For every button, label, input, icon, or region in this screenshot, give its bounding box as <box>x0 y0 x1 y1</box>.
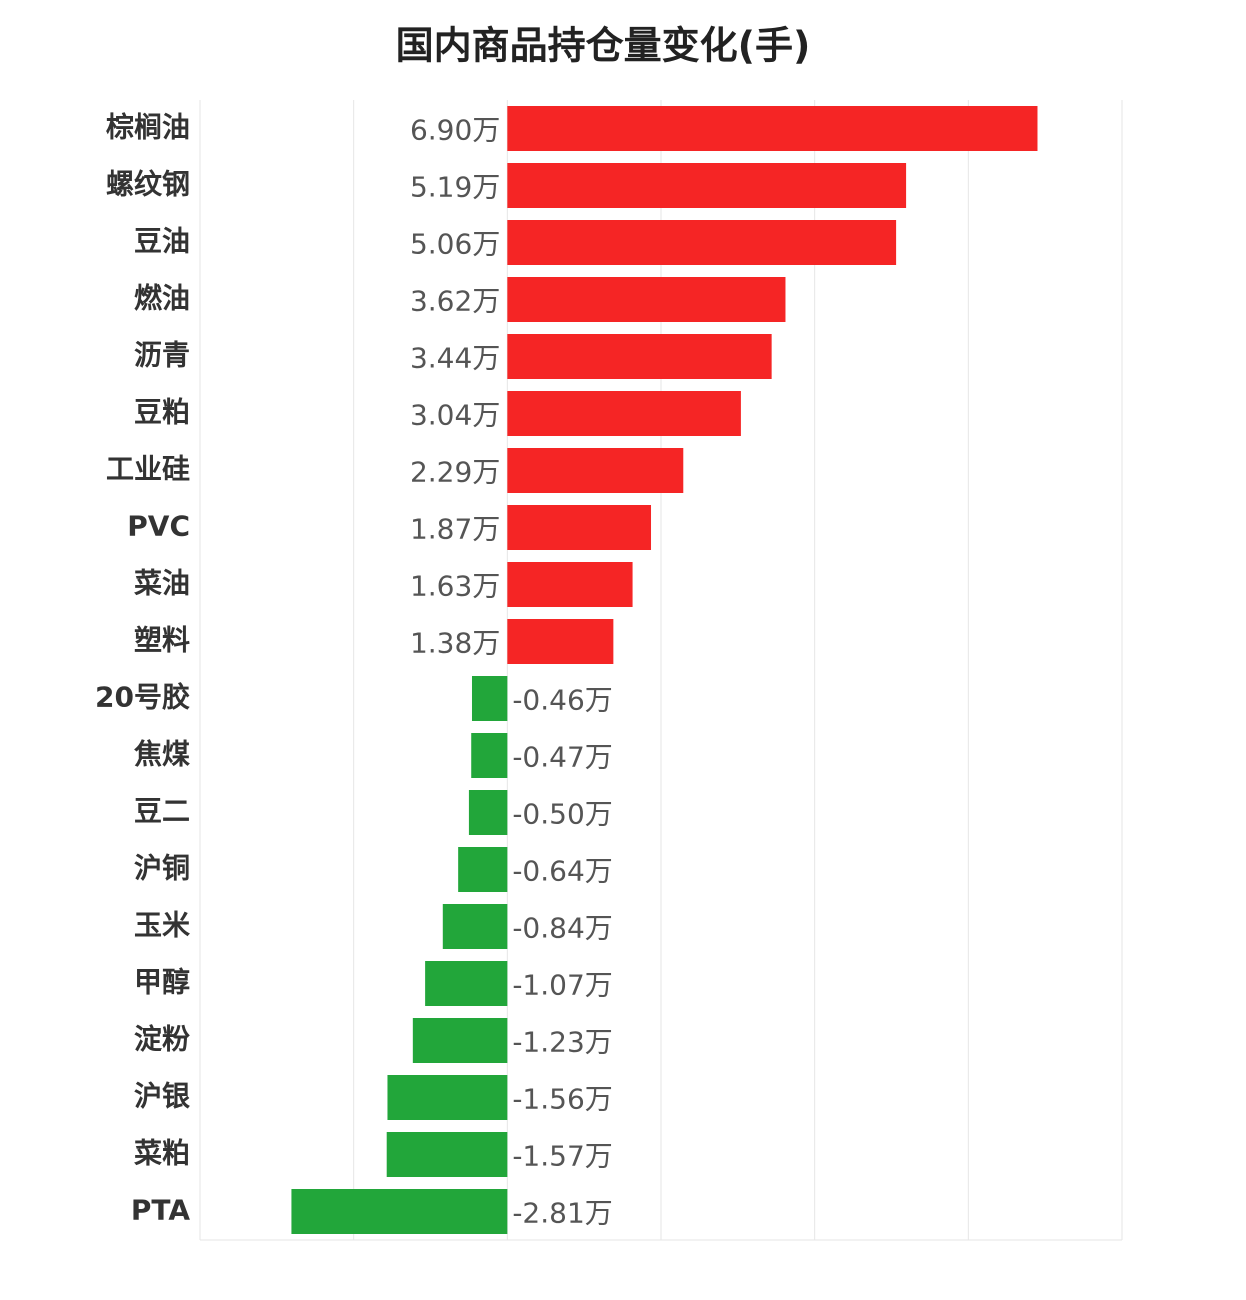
value-label: -0.64万 <box>512 855 612 888</box>
category-label: 螺纹钢 <box>106 168 190 201</box>
bar <box>471 733 508 778</box>
value-label: 5.06万 <box>410 228 500 261</box>
value-label: -1.23万 <box>512 1026 612 1059</box>
bar <box>507 562 633 607</box>
category-label: 菜粕 <box>134 1137 190 1170</box>
bar <box>425 961 508 1006</box>
value-label: 3.44万 <box>410 342 500 375</box>
value-label: -1.56万 <box>512 1083 612 1116</box>
category-label: 豆油 <box>134 225 190 258</box>
category-label: 淀粉 <box>134 1023 190 1056</box>
value-label: -0.50万 <box>512 798 612 831</box>
category-label: 菜油 <box>134 567 190 600</box>
category-label: 豆粕 <box>134 396 190 429</box>
bar <box>291 1189 508 1234</box>
value-label: 5.19万 <box>410 171 500 204</box>
category-label: 沪银 <box>134 1080 191 1113</box>
bar <box>507 505 652 550</box>
category-label: 豆二 <box>134 795 190 828</box>
category-label: 工业硅 <box>106 453 190 486</box>
category-label: 甲醇 <box>134 966 190 999</box>
bar <box>507 391 741 436</box>
bar <box>507 220 897 265</box>
category-label: 燃油 <box>134 282 190 315</box>
category-label: 焦煤 <box>134 738 190 771</box>
category-label: 沥青 <box>134 339 190 372</box>
bar <box>387 1075 508 1120</box>
bar <box>442 904 508 949</box>
bar <box>507 106 1038 151</box>
category-label: PTA <box>131 1194 190 1227</box>
bar <box>507 619 614 664</box>
value-label: -0.46万 <box>512 684 612 717</box>
chart-title: 国内商品持仓量变化(手) <box>396 24 811 68</box>
category-label: 沪铜 <box>134 852 190 885</box>
value-label: -0.84万 <box>512 912 612 945</box>
bar <box>507 448 684 493</box>
value-label: 6.90万 <box>410 114 500 147</box>
category-label: 棕榈油 <box>106 111 190 144</box>
category-label: 20号胶 <box>95 681 190 714</box>
value-label: -1.07万 <box>512 969 612 1002</box>
bar <box>507 334 772 379</box>
value-label: 3.04万 <box>410 399 500 432</box>
value-label: -0.47万 <box>512 741 612 774</box>
bar <box>412 1018 508 1063</box>
category-label: PVC <box>127 510 190 543</box>
value-label: 2.29万 <box>410 456 500 489</box>
value-label: 3.62万 <box>410 285 500 318</box>
bar <box>458 847 508 892</box>
bar <box>507 163 907 208</box>
category-label: 塑料 <box>134 624 190 657</box>
value-label: 1.38万 <box>410 627 500 660</box>
value-label: -2.81万 <box>512 1197 612 1230</box>
value-label: -1.57万 <box>512 1140 612 1173</box>
value-label: 1.63万 <box>410 570 500 603</box>
bar <box>386 1132 508 1177</box>
category-label: 玉米 <box>134 909 190 942</box>
bar <box>507 277 786 322</box>
bar <box>471 676 508 721</box>
bar <box>468 790 508 835</box>
value-label: 1.87万 <box>410 513 500 546</box>
